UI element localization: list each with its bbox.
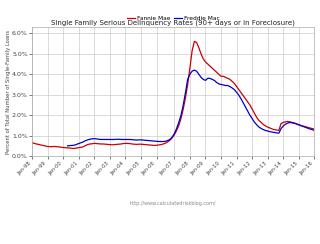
Title: Single Family Serious Delinquency Rates (90+ days or in Foreclosure): Single Family Serious Delinquency Rates … [51,19,295,26]
Fannie Mae [137,143,141,146]
Freddie Mac [135,139,139,142]
Freddie Mac [146,139,149,142]
Line: Fannie Mae: Fannie Mae [32,41,315,149]
Fannie Mae [304,125,308,128]
Freddie Mac [313,129,316,132]
Legend: Fannie Mae, Freddie Mac: Fannie Mae, Freddie Mac [124,13,222,23]
Fannie Mae [192,40,196,43]
Fannie Mae [101,142,105,145]
Fannie Mae [30,141,34,144]
Freddie Mac [299,124,303,127]
Freddie Mac [177,121,181,124]
Fannie Mae [148,143,152,146]
Fannie Mae [277,129,281,132]
Text: http://www.calculatedriskblog.com/: http://www.calculatedriskblog.com/ [130,201,216,206]
Fannie Mae [179,117,183,120]
Fannie Mae [72,147,76,150]
Fannie Mae [313,128,316,131]
Freddie Mac [273,131,276,134]
Freddie Mac [99,138,103,141]
Line: Freddie Mac: Freddie Mac [68,70,315,146]
Y-axis label: Percent of Total Number of Single-Family Loans: Percent of Total Number of Single-Family… [5,30,11,154]
